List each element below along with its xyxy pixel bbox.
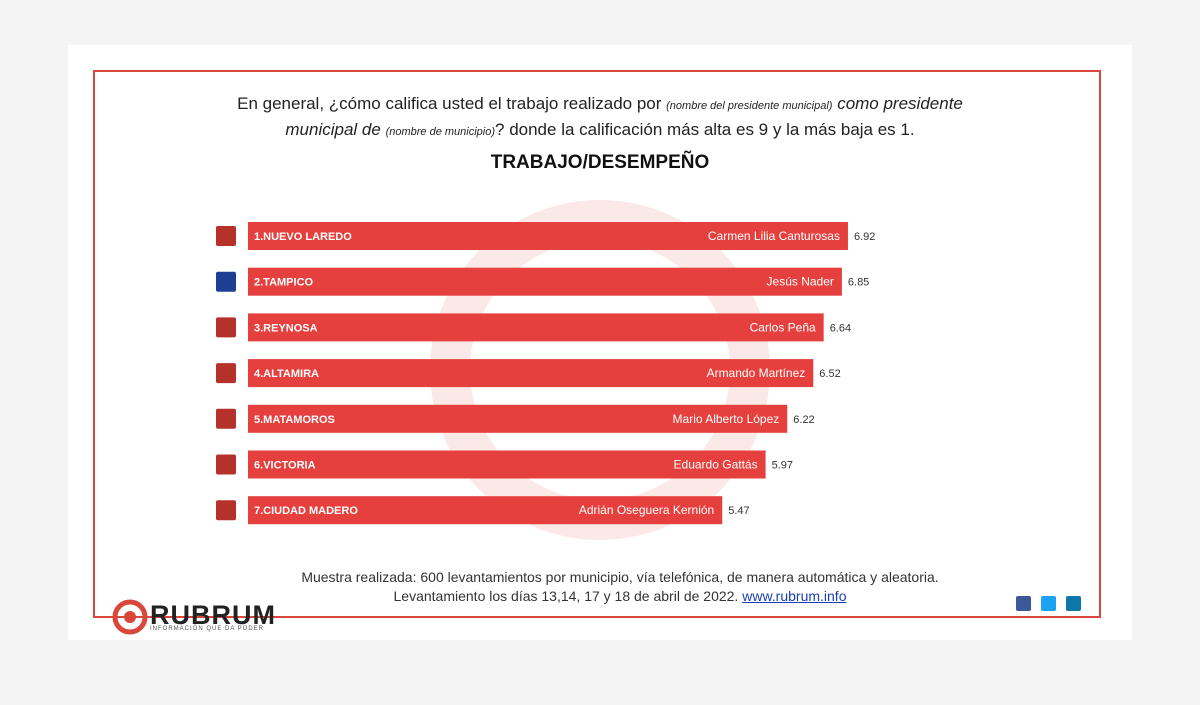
category-label: 6.VICTORIA <box>254 460 316 472</box>
party-logo-morena <box>216 408 236 429</box>
party-logo-morena <box>216 454 236 475</box>
bar <box>248 222 848 250</box>
bar <box>248 496 723 525</box>
bar <box>248 313 824 342</box>
chart-title: TRABAJO/DESEMPEÑO <box>490 152 710 173</box>
question-text: En general, ¿cómo califica usted el trab… <box>237 94 662 113</box>
facebook-icon[interactable] <box>1016 596 1031 611</box>
party-logo-pan <box>216 271 236 292</box>
mayor-name: Armando Martínez <box>707 366 806 380</box>
value-label: 6.52 <box>819 368 840 380</box>
mayor-name: Carlos Peña <box>750 320 816 334</box>
category-label: 5.MATAMOROS <box>254 414 335 426</box>
question-text: ? donde la calificación más alta es 9 y … <box>495 120 915 139</box>
question-text: como presidente <box>837 94 963 113</box>
value-label: 5.97 <box>772 460 793 472</box>
card <box>68 45 1132 640</box>
value-label: 6.92 <box>854 231 875 243</box>
category-label: 7.CIUDAD MADERO <box>254 505 358 517</box>
mayor-name: Eduardo Gattás <box>674 458 758 472</box>
party-logo-morena <box>216 317 236 338</box>
bar <box>248 450 766 479</box>
category-label: 4.ALTAMIRA <box>254 368 319 380</box>
value-label: 6.85 <box>848 277 869 289</box>
bar <box>248 404 788 433</box>
linkedin-icon[interactable] <box>1066 596 1081 611</box>
logo-dot <box>124 611 136 623</box>
category-label: 1.NUEVO LAREDO <box>254 231 352 243</box>
party-logo-morena <box>216 500 236 521</box>
party-logo-morena <box>216 226 236 246</box>
party-logo-morena <box>216 363 236 384</box>
bar <box>248 359 814 388</box>
frame <box>93 70 1101 618</box>
tagline: INFORMACIÓN QUE DA PODER <box>150 626 265 632</box>
brand: RUBRUM <box>150 600 276 630</box>
value-label: 6.64 <box>830 322 851 334</box>
twitter-icon[interactable] <box>1041 596 1056 611</box>
footnote: Muestra realizada: 600 levantamientos po… <box>270 568 970 606</box>
value-label: 6.22 <box>793 414 814 426</box>
category-label: 3.REYNOSA <box>254 322 318 334</box>
category-label: 2.TAMPICO <box>254 277 314 289</box>
mayor-name: Mario Alberto López <box>673 412 780 426</box>
link[interactable]: www.rubrum.info <box>742 588 847 604</box>
question: En general, ¿cómo califica usted el trab… <box>160 92 1040 144</box>
mayor-name: Jesús Nader <box>767 275 834 289</box>
mayor-name: Adrián Oseguera Kernión <box>579 503 714 517</box>
question-placeholder: (nombre de municipio) <box>385 126 496 138</box>
value-label: 5.47 <box>728 505 749 517</box>
bar <box>248 267 842 296</box>
note-text: Muestra realizada: 600 levantamientos po… <box>301 569 939 604</box>
question-text: municipal de <box>285 120 381 139</box>
question-placeholder: (nombre del presidente municipal) <box>666 100 833 112</box>
mayor-name: Carmen Lilia Canturosas <box>708 229 840 243</box>
